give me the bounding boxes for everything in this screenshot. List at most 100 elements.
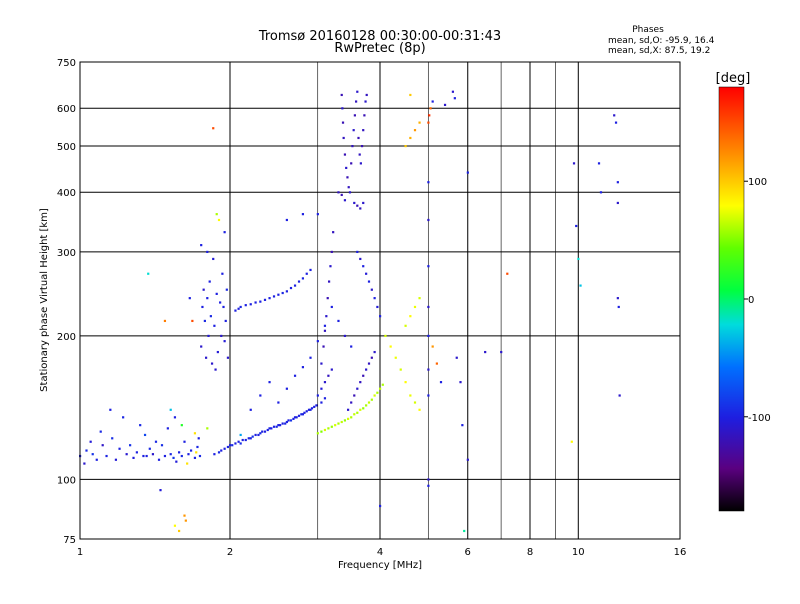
data-point — [163, 454, 167, 458]
data-point — [118, 447, 121, 450]
data-point — [362, 129, 365, 132]
data-point — [356, 204, 359, 207]
data-point — [343, 199, 347, 202]
data-point — [356, 90, 359, 93]
data-point — [285, 387, 288, 390]
data-point — [340, 193, 343, 197]
grid-lines — [80, 62, 680, 539]
data-point — [334, 424, 337, 427]
data-point — [316, 340, 319, 343]
data-point — [362, 407, 365, 410]
data-point — [359, 381, 362, 384]
data-point — [428, 114, 431, 117]
data-point — [268, 297, 271, 300]
data-point — [618, 394, 621, 397]
data-point — [459, 381, 462, 384]
data-point — [189, 449, 193, 452]
data-point — [427, 478, 430, 481]
data-point — [301, 366, 305, 369]
colorbar-label: [deg] — [716, 71, 751, 86]
data-point — [105, 454, 108, 458]
data-point — [200, 244, 203, 247]
data-point — [305, 272, 308, 275]
data-point — [206, 250, 209, 254]
data-point — [219, 301, 222, 304]
data-point — [381, 383, 384, 386]
data-point — [427, 334, 430, 338]
data-point — [213, 453, 216, 456]
data-point — [429, 107, 432, 110]
data-point — [359, 162, 362, 165]
data-point — [202, 288, 205, 291]
data-point — [353, 394, 356, 397]
data-point — [183, 514, 186, 517]
data-point — [413, 129, 417, 132]
data-point — [418, 297, 421, 300]
data-point — [363, 114, 366, 117]
data-point — [418, 408, 421, 411]
y-tick-label: 100 — [57, 475, 76, 486]
data-point — [237, 440, 240, 443]
data-point — [157, 458, 161, 461]
data-point — [320, 430, 323, 433]
data-point — [261, 430, 264, 433]
data-point — [431, 100, 434, 103]
data-point — [617, 305, 620, 309]
data-point — [404, 381, 407, 384]
data-point — [99, 430, 102, 433]
data-point — [223, 447, 226, 450]
data-point — [224, 319, 227, 323]
data-point — [186, 462, 189, 465]
y-tick-label: 200 — [57, 332, 76, 343]
data-point — [346, 417, 350, 420]
data-point — [327, 374, 330, 377]
data-point — [330, 368, 333, 371]
data-point — [362, 201, 365, 205]
data-point — [169, 453, 172, 456]
data-point — [466, 458, 469, 461]
data-point — [373, 297, 376, 300]
data-point — [223, 340, 226, 343]
data-point — [329, 265, 332, 268]
colorbar-tick-label: -100 — [748, 413, 771, 424]
data-point — [313, 405, 316, 408]
data-point — [342, 136, 345, 140]
data-point — [159, 489, 162, 492]
data-point — [404, 144, 407, 148]
data-point — [330, 425, 333, 428]
data-point — [173, 416, 177, 419]
chart-title: Tromsø 20160128 00:30:00-00:31:43 — [258, 29, 501, 44]
data-point — [209, 315, 212, 318]
data-point — [226, 356, 230, 359]
data-point — [169, 408, 172, 411]
data-point — [357, 136, 360, 140]
y-tick-label: 400 — [57, 188, 76, 199]
data-point — [316, 432, 319, 435]
data-point — [193, 456, 197, 459]
data-point — [360, 144, 364, 148]
data-point — [359, 257, 362, 261]
data-point — [177, 529, 181, 533]
data-point — [143, 433, 147, 437]
data-point — [180, 424, 183, 427]
colorbar-ticks: 100 0 -100 — [744, 177, 771, 424]
data-point — [229, 444, 232, 447]
data-point — [289, 286, 293, 290]
data-point — [572, 162, 576, 165]
data-point — [435, 362, 438, 365]
data-point — [166, 427, 169, 430]
data-point — [451, 90, 455, 93]
data-point — [365, 404, 368, 407]
x-tick-label: 10 — [572, 547, 585, 558]
data-point — [351, 144, 354, 148]
data-point — [293, 416, 297, 419]
data-point — [409, 136, 412, 140]
data-point — [323, 329, 327, 332]
data-point — [309, 408, 312, 411]
data-point — [320, 401, 323, 404]
data-point — [597, 162, 601, 165]
data-point — [145, 454, 148, 458]
data-point — [362, 374, 365, 377]
plot-frame — [79, 61, 681, 540]
data-point — [353, 201, 356, 205]
